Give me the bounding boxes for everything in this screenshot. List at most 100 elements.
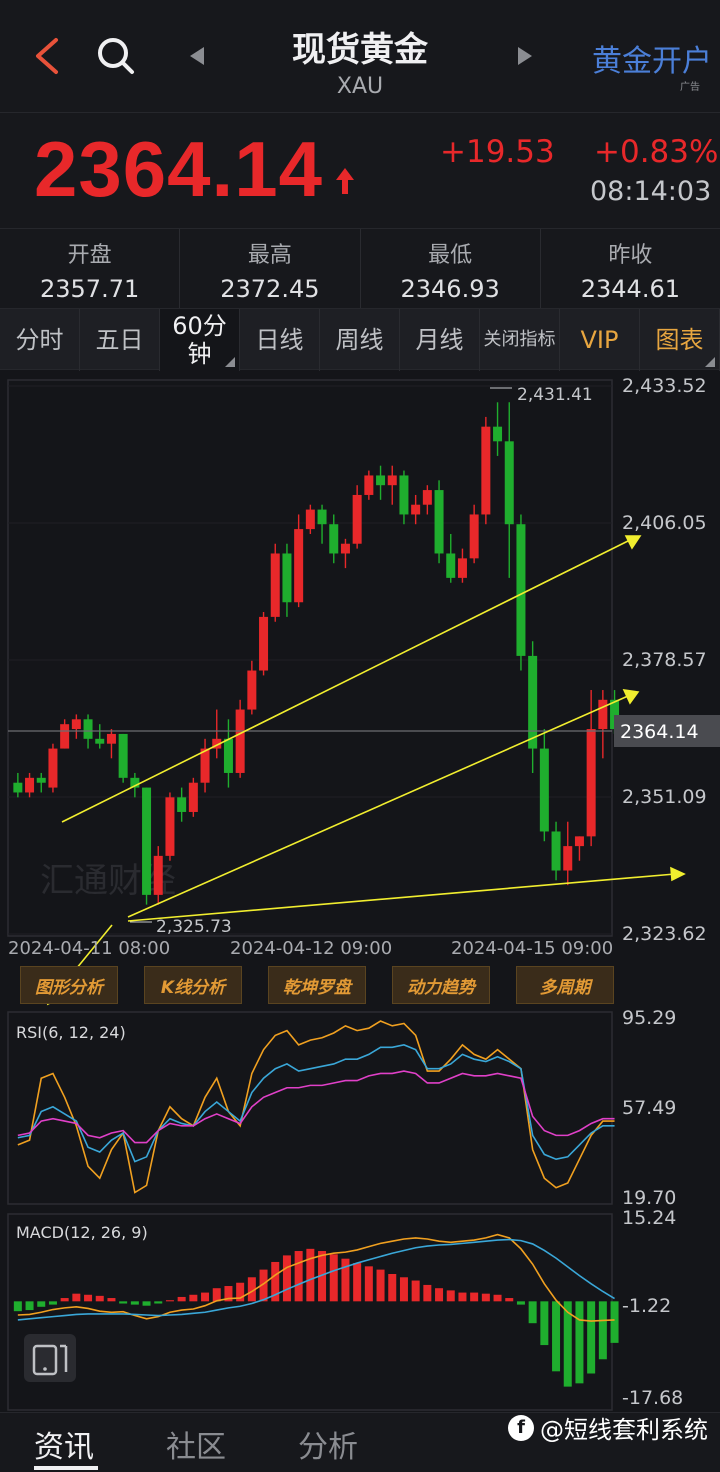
- candle-body: [422, 490, 432, 505]
- candle-body: [598, 699, 608, 730]
- macd-dif-line: [17, 1233, 615, 1322]
- macd-bar: [259, 1269, 268, 1302]
- candle-body: [481, 426, 491, 515]
- macd-title: MACD(12, 26, 9): [16, 1223, 148, 1242]
- tab-intraday[interactable]: 分时: [0, 309, 80, 371]
- macd-bar: [212, 1288, 221, 1302]
- stat-label: 开盘: [67, 243, 112, 268]
- candle-body: [528, 655, 538, 749]
- tab-60min[interactable]: 60分钟: [160, 309, 240, 371]
- tab-five-day[interactable]: 五日: [80, 309, 160, 371]
- candle-body: [504, 441, 514, 525]
- search-icon[interactable]: [94, 34, 138, 78]
- nav-community[interactable]: 社区: [166, 1430, 226, 1465]
- last-price-label: 2364.14: [620, 721, 699, 743]
- ad-tag: 广告: [680, 82, 700, 93]
- open-account-button[interactable]: 黄金开户: [592, 44, 712, 79]
- time-label: 2024-04-15 09:00: [451, 938, 613, 959]
- price-axis-label: 2,406.05: [622, 512, 707, 534]
- tab-weekly[interactable]: 周线: [320, 309, 400, 371]
- candles: [13, 402, 620, 905]
- tab-monthly[interactable]: 月线: [400, 309, 480, 371]
- macd-bar: [388, 1273, 397, 1302]
- candle-body: [48, 748, 58, 788]
- macd-dea-line: [17, 1238, 615, 1321]
- period-tabs: 分时 五日 60分钟 日线 周线 月线 关闭指标 VIP 图表: [0, 308, 720, 371]
- candle-body: [270, 553, 280, 617]
- instrument-code: XAU: [336, 74, 384, 99]
- drawing-analysis-button[interactable]: 图形分析: [20, 966, 118, 1004]
- trend-arrow-icon: [670, 866, 686, 882]
- candle-body: [305, 509, 315, 530]
- back-icon[interactable]: [28, 34, 68, 78]
- macd-bar: [552, 1301, 561, 1372]
- quote-time: 08:14:03: [590, 176, 712, 207]
- macd-bar: [610, 1301, 619, 1343]
- landscape-toggle-icon[interactable]: [24, 1334, 76, 1382]
- macd-bar: [470, 1292, 479, 1302]
- nav-news[interactable]: 资讯: [34, 1430, 94, 1465]
- tab-daily[interactable]: 日线: [240, 309, 320, 371]
- candle-body: [493, 426, 503, 442]
- macd-bar: [72, 1293, 81, 1302]
- stat-value: 2346.93: [400, 275, 500, 303]
- compass-button[interactable]: 乾坤罗盘: [268, 966, 366, 1004]
- time-label: 2024-04-11 08:00: [8, 938, 170, 959]
- price-axis-label: 2,378.57: [622, 649, 707, 671]
- source-watermark: f @短线套利系统: [508, 1410, 708, 1445]
- macd-bar: [13, 1301, 22, 1312]
- candle-body: [516, 524, 526, 656]
- stat-label: 昨收: [608, 243, 653, 268]
- macd-bar: [399, 1277, 408, 1302]
- macd-bar: [435, 1288, 444, 1302]
- macd-bar: [587, 1301, 596, 1374]
- candle-body: [574, 836, 584, 847]
- candle-body: [411, 504, 421, 515]
- high-price-label: 2,431.41: [517, 385, 593, 405]
- macd-bar: [247, 1277, 256, 1302]
- kline-chart[interactable]: 汇通财经 2,433.52 2,406.05 2,378.57 2,351.09 2,3…: [0, 372, 720, 1412]
- macd-bar: [177, 1296, 186, 1302]
- macd-bar: [119, 1301, 128, 1304]
- tab-chart-settings[interactable]: 图表: [640, 309, 720, 371]
- time-label: 2024-04-12 09:00: [230, 938, 392, 959]
- macd-bar: [516, 1301, 525, 1305]
- dropdown-corner-icon: [705, 357, 715, 367]
- dropdown-corner-icon: [225, 357, 235, 367]
- macd-bar: [282, 1255, 291, 1302]
- stat-value: 2357.71: [40, 275, 140, 303]
- price-stats: 开盘 2357.71 最高 2372.45 最低 2346.93 昨收 2344…: [0, 228, 720, 308]
- tab-close-indicators[interactable]: 关闭指标: [480, 309, 560, 371]
- page-title: 现货黄金: [292, 30, 428, 70]
- candle-body: [563, 846, 573, 871]
- candle-body: [71, 719, 81, 730]
- candle-body: [247, 670, 257, 710]
- main-panel-frame: [7, 379, 613, 937]
- stat-high: 最高 2372.45: [180, 229, 361, 308]
- nav-analysis[interactable]: 分析: [298, 1430, 358, 1465]
- candle-body: [539, 748, 549, 832]
- candle-body: [457, 558, 467, 578]
- macd-bar: [60, 1298, 69, 1302]
- macd-bar: [189, 1294, 198, 1302]
- next-instrument-icon[interactable]: [514, 44, 536, 68]
- rsi-lines: [17, 1020, 615, 1194]
- macd-bar: [84, 1294, 93, 1302]
- momentum-trend-button[interactable]: 动力趋势: [392, 966, 490, 1004]
- price-axis-label: 2,433.52: [622, 375, 707, 397]
- stat-label: 最高: [247, 243, 292, 268]
- lower-trend-line: [127, 873, 676, 922]
- macd-bar: [598, 1301, 607, 1360]
- stat-value: 2344.61: [580, 275, 680, 303]
- candle-body: [610, 699, 620, 730]
- kline-analysis-button[interactable]: K线分析: [144, 966, 242, 1004]
- prev-instrument-icon[interactable]: [186, 44, 208, 68]
- macd-bar: [505, 1298, 514, 1302]
- macd-bar: [563, 1301, 572, 1387]
- macd-bar: [95, 1295, 104, 1302]
- candle-body: [95, 738, 105, 744]
- tab-vip[interactable]: VIP: [560, 309, 640, 371]
- rsi-axis-label: 57.49: [622, 1097, 676, 1119]
- multi-period-button[interactable]: 多周期: [516, 966, 614, 1004]
- candle-body: [200, 748, 210, 783]
